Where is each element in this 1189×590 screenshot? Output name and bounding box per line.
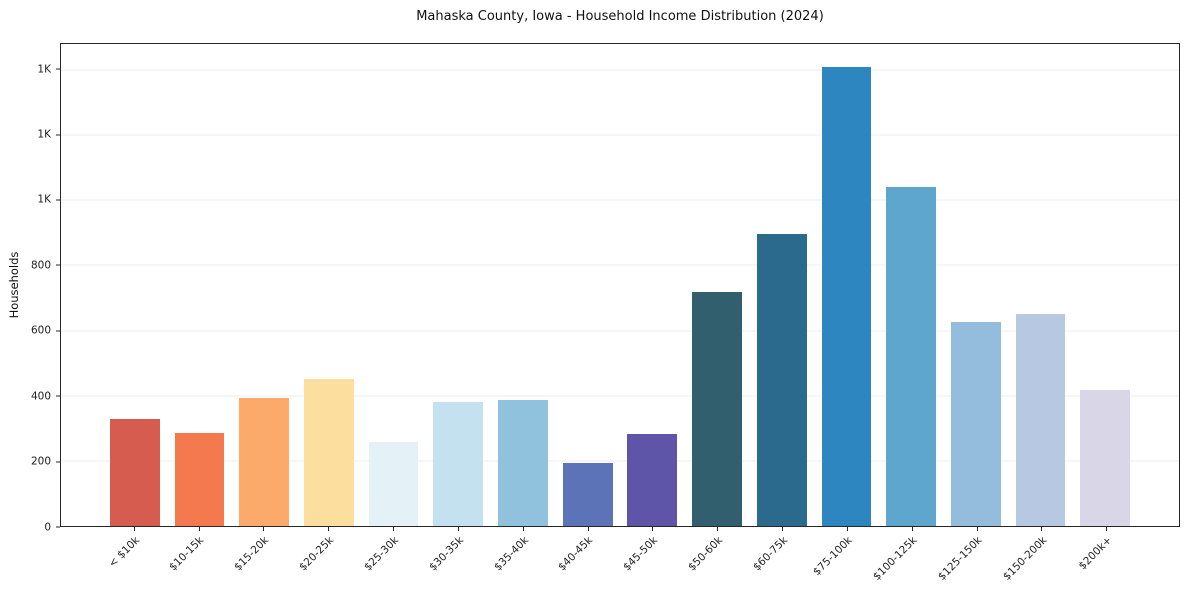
x-tick-label: $75-100k: [810, 534, 855, 579]
x-tick-label: $25-30k: [361, 534, 401, 574]
bar-30-35k: [433, 401, 484, 526]
gridline: [61, 330, 1179, 332]
x-tick-label: $35-40k: [491, 534, 531, 574]
y-tick-mark: [56, 199, 60, 201]
gridline: [61, 199, 1179, 201]
bar-50-60k: [692, 291, 742, 526]
gridline: [61, 134, 1179, 136]
y-tick-label: 400: [30, 389, 51, 402]
x-tick-label: $40-45k: [556, 534, 596, 574]
gridline: [61, 460, 1179, 462]
x-tick-label: $15-20k: [232, 534, 272, 574]
x-tick-mark: [1106, 527, 1108, 531]
y-tick-mark: [56, 134, 60, 136]
y-tick-label: 0: [44, 520, 51, 533]
y-tick-label: 1K: [37, 193, 51, 206]
y-tick-label: 800: [30, 259, 51, 272]
x-tick-label: $200k+: [1076, 534, 1114, 573]
bar-60-75k: [756, 233, 807, 526]
x-tick-mark: [782, 527, 784, 531]
bar-20-25k: [303, 379, 354, 526]
x-tick-mark: [393, 527, 395, 531]
bar-10-15k: [174, 432, 225, 526]
x-tick-mark: [522, 527, 524, 531]
x-tick-mark: [1041, 527, 1043, 531]
y-tick-label: 1K: [37, 62, 51, 75]
y-tick-mark: [56, 264, 60, 266]
bar-125-150k: [950, 321, 1001, 526]
x-tick-mark: [133, 527, 135, 531]
bar-40-45k: [562, 463, 613, 526]
bar-45-50k: [627, 433, 678, 526]
bar-75-100k: [821, 66, 872, 526]
x-tick-label: $30-35k: [426, 534, 466, 574]
bar-25-30k: [368, 441, 419, 526]
y-tick-label: 200: [30, 455, 51, 468]
bar-35-40k: [498, 400, 548, 526]
bar-150-200k: [1015, 314, 1066, 526]
x-tick-mark: [717, 527, 719, 531]
y-tick-mark: [56, 68, 60, 70]
y-axis-ticks: 0 200 400 600 800 1K 1K 1K: [0, 43, 60, 532]
x-tick-label: $100-125k: [870, 534, 920, 583]
y-tick-label: 600: [30, 324, 51, 337]
x-tick-mark: [652, 527, 654, 531]
x-tick-label: $20-25k: [297, 534, 337, 574]
x-tick-mark: [263, 527, 265, 531]
bar-200k: [1080, 389, 1131, 526]
x-tick-mark: [587, 527, 589, 531]
y-tick-mark: [56, 395, 60, 397]
x-tick-mark: [198, 527, 200, 531]
x-tick-label: $10-15k: [167, 534, 207, 574]
x-tick-label: $125-150k: [935, 534, 985, 583]
gridline: [61, 395, 1179, 397]
x-tick-mark: [911, 527, 913, 531]
y-tick-mark: [56, 330, 60, 332]
x-tick-label: < $10k: [106, 534, 142, 570]
x-axis-ticks: < $10k $10-15k $15-20k $20-25k $25-30k $30-35…: [60, 527, 1180, 589]
y-tick-mark: [56, 526, 60, 528]
bar-100-125k: [886, 186, 937, 526]
chart-title: Mahaska County, Iowa - Household Income …: [416, 9, 824, 24]
x-tick-label: $60-75k: [750, 534, 790, 574]
x-tick-label: $45-50k: [621, 534, 661, 574]
bar-15-20k: [239, 398, 290, 526]
y-tick-label: 1K: [37, 128, 51, 141]
x-tick-label: $50-60k: [685, 534, 726, 574]
gridline: [61, 264, 1179, 266]
x-tick-label: $150-200k: [1000, 534, 1050, 583]
x-tick-mark: [976, 527, 978, 531]
x-tick-mark: [846, 527, 848, 531]
plot-area: [60, 43, 1180, 527]
x-tick-mark: [328, 527, 330, 531]
x-tick-mark: [457, 527, 459, 531]
gridline: [61, 69, 1179, 71]
y-tick-mark: [56, 461, 60, 463]
bar-10k: [109, 418, 160, 526]
